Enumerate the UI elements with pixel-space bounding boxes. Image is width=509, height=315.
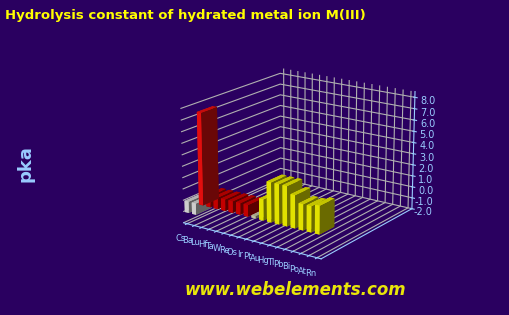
Text: Hydrolysis constant of hydrated metal ion M(III): Hydrolysis constant of hydrated metal io… <box>5 9 365 22</box>
Text: pka: pka <box>16 145 35 182</box>
Text: www.webelements.com: www.webelements.com <box>185 281 406 299</box>
